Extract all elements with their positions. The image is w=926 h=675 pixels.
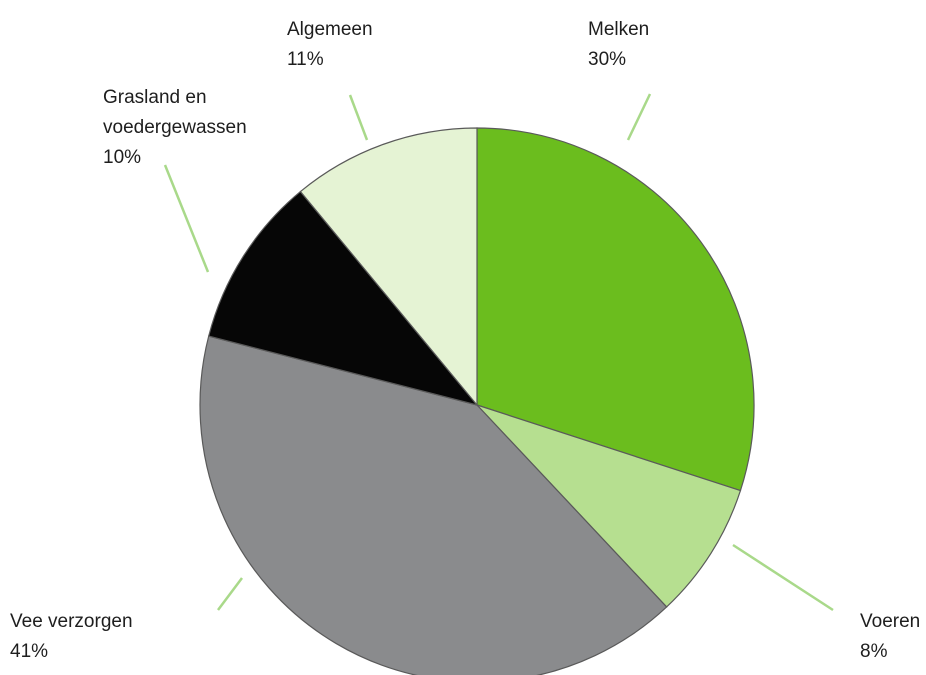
leader-line: [626, 93, 652, 141]
pie-slice: [299, 127, 478, 407]
pie-slice: [199, 335, 668, 675]
slice-value-label: 30%: [588, 49, 626, 70]
slice-value-label: 10%: [103, 147, 141, 168]
labels: Melken 30% Voeren 8% Vee verzorgen 41% Graslan…: [10, 19, 920, 662]
leader-line: [348, 94, 369, 141]
slice-label: Vee verzorgen: [10, 611, 133, 632]
pie-slice: [207, 190, 479, 407]
slice-label: Grasland en voedergewassen: [103, 87, 247, 138]
leader-line: [163, 164, 210, 273]
slice-value-label: 8%: [860, 641, 888, 662]
slice-label: Algemeen: [287, 19, 373, 40]
slice-label: Melken: [588, 19, 649, 40]
leader-line: [732, 543, 834, 612]
slice-label: Voeren: [860, 611, 920, 632]
slice-value-label: 11%: [287, 49, 324, 70]
leader-line: [217, 577, 243, 611]
pie-slice: [476, 127, 755, 492]
pie: [199, 127, 755, 675]
pie-slice: [476, 404, 742, 608]
slice-value-label: 41%: [10, 641, 48, 662]
